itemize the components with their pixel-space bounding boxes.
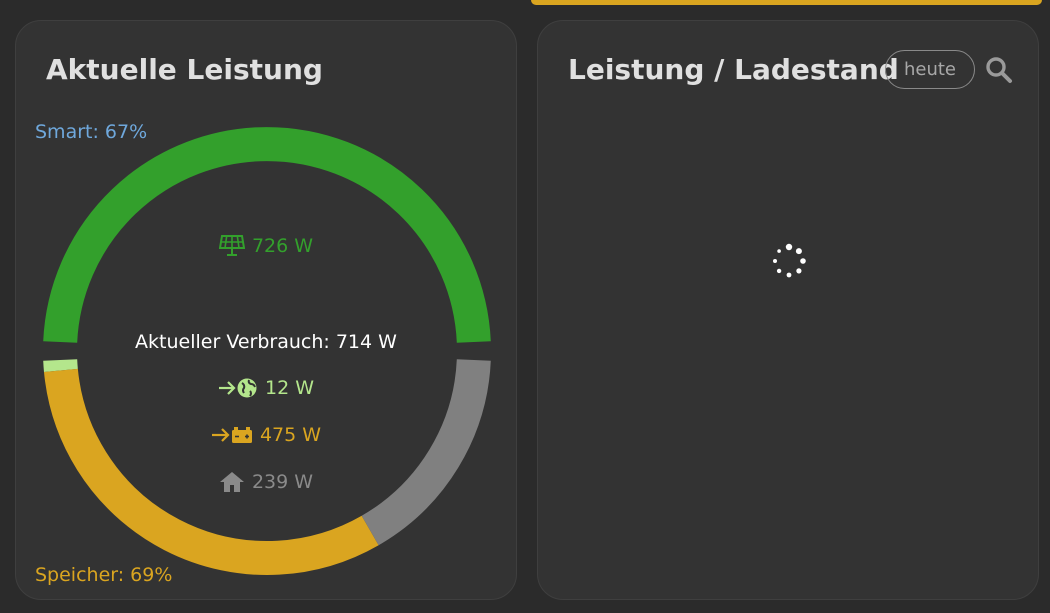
solar-production: 726 W [166,235,366,257]
current-power-title: Aktuelle Leistung [46,53,323,86]
spinner-dot [800,258,806,264]
spinner-dot [785,243,793,251]
smart-label: Smart: 67% [35,121,148,143]
grid-import-icon [218,377,258,399]
speicher-label: Speicher: 69% [35,564,173,586]
spinner-dot [795,248,802,255]
home-icon [219,471,245,493]
spinner-dot [777,249,781,253]
battery-value: 475 W [259,424,322,446]
power-soc-card: Leistung / Ladestand heute [537,20,1039,600]
grid-value: 12 W [264,377,314,399]
solar-value: 726 W [251,235,314,257]
home-consumption: 239 W [166,471,366,493]
battery-arc [43,368,379,575]
top-accent-bar [531,0,1042,5]
spinner-dot [773,259,777,263]
solar-arc [43,127,491,343]
grid-arc [43,359,78,373]
current-power-card: Aktuelle Leistung Smart: 67% 726 W Aktue… [15,20,517,600]
current-consumption: Aktueller Verbrauch: 714 W [135,331,397,353]
power-soc-title: Leistung / Ladestand [568,53,899,86]
date-range-button[interactable]: heute [885,50,975,89]
home-arc [361,359,491,546]
spinner-dot [786,272,792,278]
loading-spinner-icon [773,243,806,278]
spinner-dot [796,268,802,274]
search-icon [985,57,1013,87]
grid-import: 12 W [166,377,366,399]
solar-panel-icon [218,235,245,257]
battery-charge: 475 W [166,424,366,446]
home-value: 239 W [251,471,314,493]
battery-charge-icon [211,424,253,446]
search-button[interactable] [984,56,1014,86]
spinner-dot [776,268,782,274]
power-gauge [43,127,491,575]
